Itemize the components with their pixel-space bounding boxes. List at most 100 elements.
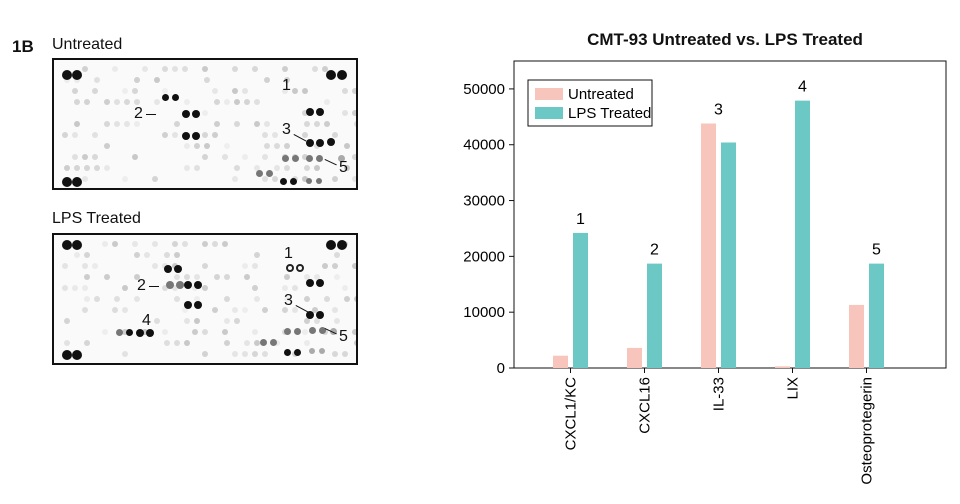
blot-spot-faint: [264, 121, 270, 127]
blot-spot-faint: [114, 99, 120, 105]
blot-spot-faint: [122, 307, 128, 313]
blot-spot-faint: [82, 285, 88, 291]
blot-spot-faint: [134, 121, 140, 127]
blot-spot-faint: [74, 165, 80, 171]
lps-callout-2: 2: [137, 277, 146, 294]
blot-spot-faint: [304, 121, 310, 127]
lps-leader-2: [149, 286, 159, 287]
blot-spot-faint: [272, 176, 278, 182]
blot-spot-faint: [72, 285, 78, 291]
blot-spot-faint: [284, 143, 290, 149]
blot-spot-faint: [252, 263, 258, 269]
bar-untreated: [849, 304, 864, 368]
blot-spot: [256, 170, 263, 177]
blot-spot-faint: [314, 274, 320, 280]
blot-spot: [282, 155, 289, 162]
blot-spot-faint: [234, 99, 240, 105]
blot-spot-faint: [284, 77, 290, 83]
blot-spot-faint: [342, 110, 348, 116]
blot-spot-faint: [184, 99, 190, 105]
blot-spot-faint: [124, 121, 130, 127]
blot-spot: [326, 240, 336, 250]
blot-spot: [290, 178, 297, 185]
blot-spot-faint: [202, 110, 208, 116]
blot-spot-faint: [264, 77, 270, 83]
blot-spot: [326, 70, 336, 80]
blot-spot-faint: [242, 307, 248, 313]
blot-spot-faint: [104, 165, 110, 171]
untreated-leader-2: [146, 114, 156, 115]
untreated-callout-1: 1: [282, 77, 291, 94]
blot-spot-faint: [84, 296, 90, 302]
blot-spot-faint: [332, 307, 338, 313]
blot-spot-faint: [94, 165, 100, 171]
blot-spot-faint: [74, 77, 80, 83]
blot-spot: [319, 348, 325, 354]
blot-spot-faint: [82, 307, 88, 313]
blot-spot-faint: [194, 296, 200, 302]
lps-blot-title: LPS Treated: [52, 210, 141, 227]
blot-spot-faint: [342, 285, 348, 291]
blot-spot-faint: [172, 132, 178, 138]
blot-spot-faint: [302, 154, 308, 160]
blot-spot-faint: [202, 154, 208, 160]
y-tick-label: 50000: [463, 81, 505, 98]
blot-spot-faint: [184, 274, 190, 280]
blot-spot-faint: [324, 99, 330, 105]
blot-spot-faint: [324, 296, 330, 302]
blot-spot-faint: [344, 143, 350, 149]
blot-spot-faint: [84, 340, 90, 346]
blot-spot-faint: [132, 241, 138, 247]
blot-spot: [62, 240, 72, 250]
bar-callout-label: 4: [798, 79, 807, 96]
blot-spot: [294, 349, 301, 356]
blot-spot-faint: [304, 296, 310, 302]
blot-spot: [306, 108, 314, 116]
blot-spot: [166, 281, 174, 289]
legend-swatch: [535, 107, 563, 119]
blot-spot-faint: [282, 285, 288, 291]
blot-spot-faint: [222, 154, 228, 160]
blot-spot-faint: [244, 340, 250, 346]
blot-spot: [327, 138, 335, 146]
blot-spot-faint: [202, 66, 208, 72]
blot-spot-faint: [224, 296, 230, 302]
blot-spot-faint: [262, 307, 268, 313]
blot-spot-faint: [254, 165, 260, 171]
blot-spot-faint: [182, 241, 188, 247]
blot-spot-faint: [234, 165, 240, 171]
blot-spot: [286, 264, 294, 272]
blot-spot-faint: [92, 88, 98, 94]
blot-spot-faint: [224, 340, 230, 346]
blot-spot: [164, 265, 172, 273]
blot-spot-faint: [292, 285, 298, 291]
blot-spot-faint: [184, 340, 190, 346]
blot-spot-faint: [214, 274, 220, 280]
blot-spot: [192, 132, 200, 140]
blot-spot-faint: [122, 285, 128, 291]
blot-spot-faint: [252, 66, 258, 72]
blot-spot-faint: [94, 77, 100, 83]
blot-spot-faint: [184, 165, 190, 171]
figure-label: 1B: [12, 37, 34, 56]
blot-spot-faint: [352, 176, 356, 182]
blot-spot-faint: [322, 66, 328, 72]
blot-spot-faint: [82, 66, 88, 72]
blot-spot-faint: [304, 318, 310, 324]
bar-lps-treated: [573, 232, 588, 368]
blot-spot-faint: [222, 329, 228, 335]
blot-spot-faint: [284, 165, 290, 171]
bar-lps-treated: [869, 263, 884, 368]
blot-spot-faint: [334, 274, 340, 280]
blot-spot-faint: [314, 165, 320, 171]
blot-spot-faint: [224, 143, 230, 149]
legend-swatch: [535, 88, 563, 100]
blot-spot-faint: [122, 88, 128, 94]
blot-spot-faint: [354, 340, 356, 346]
blot-spot-faint: [194, 318, 200, 324]
blot-spot: [337, 70, 347, 80]
blot-spot-faint: [254, 252, 260, 258]
blot-spot-faint: [74, 121, 80, 127]
blot-spot-faint: [304, 165, 310, 171]
x-tick-label: LIX: [785, 377, 802, 400]
